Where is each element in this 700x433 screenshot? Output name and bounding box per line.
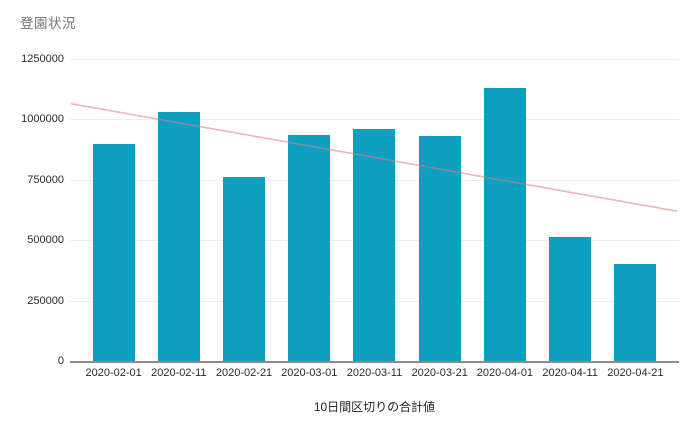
bar-2020-03-21[interactable] xyxy=(418,136,461,361)
x-tick-label: 2020-02-21 xyxy=(215,367,273,379)
x-tick-label: 2020-03-11 xyxy=(346,367,403,379)
bar-slot xyxy=(81,59,146,361)
y-tick-label: 1250000 xyxy=(21,53,64,65)
bar-2020-04-11[interactable] xyxy=(549,236,592,361)
bar-2020-02-01[interactable] xyxy=(92,143,135,361)
plot-area xyxy=(70,59,679,363)
bars-layer xyxy=(70,59,679,361)
y-tick-label: 250000 xyxy=(27,294,64,307)
bar-slot xyxy=(146,59,211,361)
bar-slot xyxy=(211,59,276,361)
x-tick-label: 2020-03-21 xyxy=(411,367,468,379)
y-tick-label: 1000000 xyxy=(21,113,64,126)
x-tick-label: 2020-02-11 xyxy=(151,367,207,379)
bar-2020-02-11[interactable] xyxy=(157,112,200,361)
y-axis: 0 250000 500000 750000 1000000 1250000 xyxy=(0,53,64,367)
x-tick-label: 2020-03-01 xyxy=(281,367,338,379)
y-tick-label: 500000 xyxy=(27,234,64,247)
bar-2020-02-21[interactable] xyxy=(223,177,266,361)
chart-title: 登園状況 xyxy=(20,16,76,31)
y-tick-label: 0 xyxy=(57,355,64,367)
x-axis-title: 10日間区切りの合計値 xyxy=(313,400,436,414)
x-tick-label: 2020-04-01 xyxy=(476,367,534,379)
bar-slot xyxy=(472,59,537,361)
bar-2020-04-21[interactable] xyxy=(614,264,657,361)
x-tick-label: 2020-04-21 xyxy=(607,367,664,379)
bar-slot xyxy=(603,59,668,361)
x-axis: 2020-02-01 2020-02-11 2020-02-21 2020-03-01… xyxy=(70,367,679,379)
bar-2020-03-11[interactable] xyxy=(353,129,396,361)
bar-slot xyxy=(277,59,342,361)
x-tick-label: 2020-02-01 xyxy=(85,367,142,379)
bar-2020-03-01[interactable] xyxy=(288,135,331,361)
bar-slot xyxy=(342,59,407,361)
gridline xyxy=(70,59,679,60)
bar-2020-04-01[interactable] xyxy=(483,88,526,361)
y-tick-label: 750000 xyxy=(27,173,64,186)
bar-slot xyxy=(407,59,472,361)
x-tick-label: 2020-04-11 xyxy=(542,367,598,379)
bar-slot xyxy=(538,59,603,361)
